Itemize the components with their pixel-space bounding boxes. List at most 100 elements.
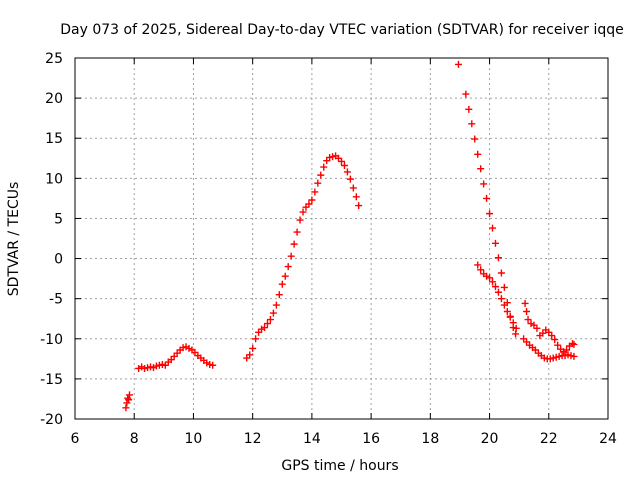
data-point bbox=[503, 308, 511, 316]
plot-frame bbox=[74, 57, 609, 420]
data-point bbox=[122, 404, 130, 412]
series-segment-3 bbox=[243, 152, 363, 362]
data-point bbox=[500, 301, 508, 309]
y-tick-label: -20 bbox=[40, 412, 63, 428]
data-point bbox=[494, 254, 502, 262]
x-tick-label: 16 bbox=[362, 431, 380, 447]
data-point bbox=[521, 299, 529, 307]
y-tick-label: 5 bbox=[54, 211, 63, 227]
data-point bbox=[287, 252, 295, 260]
data-point bbox=[509, 319, 517, 327]
data-point bbox=[320, 163, 328, 171]
data-point bbox=[523, 308, 531, 316]
y-tick-label: 20 bbox=[45, 91, 63, 107]
data-point bbox=[554, 341, 562, 349]
data-point bbox=[249, 344, 257, 352]
data-point bbox=[512, 324, 520, 332]
data-point bbox=[497, 295, 505, 303]
data-point bbox=[474, 261, 482, 269]
data-point bbox=[506, 313, 514, 321]
y-tick-labels: -20 -15 -10 -5 0 5 10 15 20 25 bbox=[40, 51, 63, 428]
data-point bbox=[570, 340, 578, 348]
data-point bbox=[349, 184, 357, 192]
data-point bbox=[246, 351, 254, 359]
data-point bbox=[125, 391, 133, 399]
series-segment-4d bbox=[521, 299, 578, 356]
y-axis-label: SDTVAR / TECUs bbox=[6, 182, 22, 297]
data-point bbox=[477, 266, 485, 274]
data-point bbox=[483, 194, 491, 202]
x-tick-label: 6 bbox=[71, 431, 80, 447]
data-point bbox=[563, 346, 571, 354]
data-point bbox=[293, 228, 301, 236]
data-point bbox=[468, 120, 476, 128]
series-segment-1 bbox=[122, 391, 133, 412]
axis-ticks bbox=[74, 57, 609, 420]
data-point bbox=[477, 165, 485, 173]
data-point bbox=[266, 316, 274, 324]
data-point bbox=[338, 157, 345, 165]
y-tick-label: 25 bbox=[45, 51, 63, 67]
data-point bbox=[548, 332, 556, 340]
series-segment-4c bbox=[520, 335, 578, 363]
data-point bbox=[486, 210, 494, 218]
data-point bbox=[272, 301, 280, 309]
y-tick-label: -5 bbox=[49, 292, 63, 308]
data-point bbox=[305, 200, 313, 208]
y-tick-label: 0 bbox=[54, 252, 63, 268]
data-point bbox=[465, 105, 473, 113]
x-tick-label: 14 bbox=[303, 431, 321, 447]
data-point bbox=[346, 175, 354, 183]
series-segment-4b bbox=[474, 261, 520, 332]
data-point bbox=[489, 278, 497, 286]
data-point bbox=[352, 193, 360, 201]
x-tick-label: 24 bbox=[599, 431, 617, 447]
x-tick-label: 12 bbox=[244, 431, 262, 447]
data-point bbox=[299, 208, 307, 216]
data-point bbox=[275, 291, 283, 299]
data-point bbox=[486, 274, 494, 282]
data-point bbox=[471, 135, 479, 143]
series-segment-2 bbox=[135, 343, 217, 372]
data-point bbox=[278, 280, 286, 288]
data-point bbox=[497, 269, 505, 277]
grid-lines bbox=[75, 58, 608, 419]
data-points bbox=[122, 60, 578, 412]
data-point bbox=[454, 60, 462, 68]
data-point bbox=[308, 196, 316, 204]
data-point bbox=[343, 168, 351, 176]
y-tick-label: 15 bbox=[45, 131, 63, 147]
data-point bbox=[491, 239, 499, 247]
data-point bbox=[474, 150, 482, 158]
data-point bbox=[491, 283, 499, 291]
data-point bbox=[524, 316, 532, 324]
x-tick-label: 8 bbox=[130, 431, 139, 447]
data-point bbox=[494, 288, 502, 296]
data-point bbox=[311, 188, 319, 196]
x-tick-label: 10 bbox=[185, 431, 203, 447]
data-point bbox=[568, 340, 576, 348]
y-tick-label: -10 bbox=[40, 332, 63, 348]
data-point bbox=[570, 352, 578, 360]
x-axis-label: GPS time / hours bbox=[281, 458, 398, 474]
data-point bbox=[290, 240, 298, 248]
data-point bbox=[533, 324, 541, 332]
data-point bbox=[296, 216, 304, 224]
data-point bbox=[551, 336, 559, 344]
data-point bbox=[480, 180, 488, 188]
series-segment-4a bbox=[454, 60, 520, 338]
x-tick-label: 20 bbox=[481, 431, 499, 447]
data-point bbox=[263, 320, 271, 328]
x-tick-label: 18 bbox=[421, 431, 439, 447]
data-point bbox=[462, 90, 470, 98]
data-point bbox=[340, 161, 348, 169]
y-tick-label: 10 bbox=[45, 171, 63, 187]
data-point bbox=[209, 361, 217, 369]
x-tick-label: 22 bbox=[540, 431, 558, 447]
x-tick-labels: 6 8 10 12 14 16 18 20 22 24 bbox=[71, 431, 617, 447]
data-point bbox=[314, 179, 322, 187]
y-tick-label: -15 bbox=[40, 372, 63, 388]
data-point bbox=[269, 309, 277, 317]
data-point bbox=[125, 396, 133, 404]
